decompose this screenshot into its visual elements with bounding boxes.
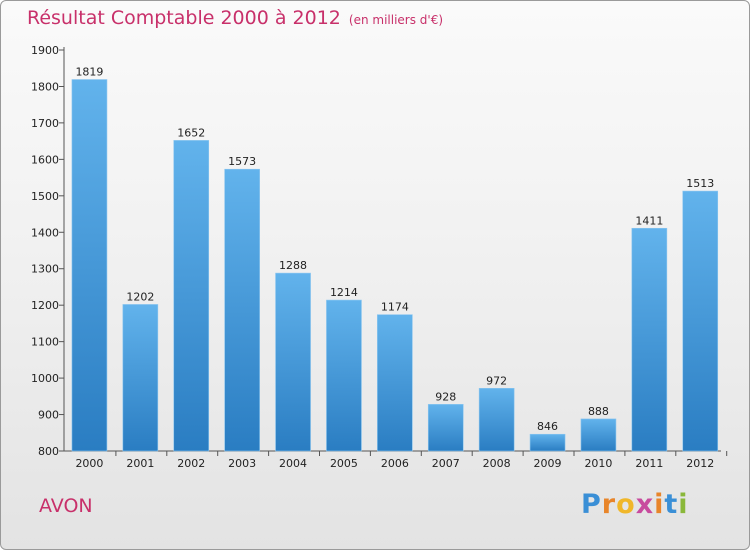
data-label: 846: [537, 420, 558, 433]
y-tick-label: 1100: [31, 336, 59, 349]
data-label: 1652: [177, 126, 205, 139]
data-label: 888: [588, 405, 609, 418]
x-axis: 2000 2001 2002 2003 2004 2005 2006 2007 2008 2009…: [64, 450, 728, 470]
brand-logo: Proxiti: [581, 489, 689, 520]
bar: [580, 418, 617, 452]
chart-subtitle: (en milliers d'€): [348, 13, 444, 27]
y-tick-label: 1700: [31, 117, 59, 130]
x-tick-label: 2010: [584, 457, 612, 470]
x-tick-label: 2008: [483, 457, 511, 470]
brand-logo-letter: i: [678, 489, 689, 520]
x-tick-label: 2002: [177, 457, 205, 470]
x-tick-label: 2005: [330, 457, 358, 470]
x-tick-label: 2000: [75, 457, 103, 470]
bar: [478, 387, 515, 452]
data-label: 1174: [381, 301, 409, 314]
data-label: 1411: [635, 214, 663, 227]
data-label: 1573: [228, 155, 256, 168]
bar: [173, 140, 210, 452]
x-tick-label: 2012: [686, 457, 714, 470]
chart-title-text: Résultat Comptable 2000 à 2012: [27, 7, 341, 29]
data-label: 1288: [279, 259, 307, 272]
y-tick-label: 1300: [31, 263, 59, 276]
x-tick-label: 2001: [126, 457, 154, 470]
brand-logo-letter: r: [601, 489, 617, 520]
y-tick-label: 1500: [31, 190, 59, 203]
y-tick-label: 1400: [31, 226, 59, 239]
data-label: 1819: [75, 66, 103, 79]
bar: [682, 190, 719, 452]
data-label: 1214: [330, 286, 358, 299]
data-label: 972: [486, 374, 507, 387]
brand-logo-letter: P: [581, 489, 602, 520]
y-tick-label: 800: [38, 445, 59, 458]
data-label: 1513: [686, 177, 714, 190]
bar: [224, 168, 260, 452]
brand-logo-letter: t: [664, 489, 679, 520]
y-tick-label: 900: [38, 409, 59, 422]
brand-logo-letter: i: [654, 489, 665, 520]
y-axis: 800 900 1000 1100 1200 1300 1400 1500 1600 1700 18…: [31, 44, 65, 458]
bar: [122, 304, 159, 452]
data-label: 1202: [126, 290, 154, 303]
data-label: 928: [435, 390, 456, 403]
x-tick-label: 2007: [432, 457, 460, 470]
x-tick-label: 2009: [534, 457, 562, 470]
y-tick-label: 1200: [31, 299, 59, 312]
x-tick-label: 2011: [635, 457, 663, 470]
x-tick-label: 2004: [279, 457, 307, 470]
commune-name: AVON: [39, 495, 93, 517]
brand-logo-letter: o: [616, 489, 636, 520]
bar: [377, 314, 413, 452]
bar: [427, 404, 464, 452]
bar: [71, 79, 108, 452]
bar: [275, 272, 311, 452]
chart-title: Résultat Comptable 2000 à 2012 (en millie…: [27, 7, 443, 29]
y-tick-label: 1900: [31, 44, 59, 57]
x-tick-label: 2006: [381, 457, 409, 470]
bars: 1819 1202 1652 1573 1288 1214 1174 928 972 846 888…: [71, 66, 719, 452]
x-tick-label: 2003: [228, 457, 256, 470]
bar: [326, 299, 362, 452]
bar: [529, 433, 566, 452]
y-tick-label: 1000: [31, 372, 59, 385]
y-tick-label: 1600: [31, 153, 59, 166]
y-tick-label: 1800: [31, 80, 59, 93]
bar: [631, 227, 668, 452]
brand-logo-letter: x: [635, 489, 655, 520]
